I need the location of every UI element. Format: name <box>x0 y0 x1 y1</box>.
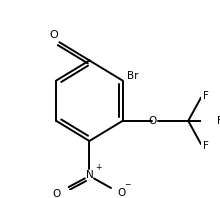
Text: N: N <box>86 169 93 180</box>
Text: Br: Br <box>127 71 139 81</box>
Text: F: F <box>203 141 209 151</box>
Text: +: + <box>95 163 101 172</box>
Text: −: − <box>124 180 130 189</box>
Text: O: O <box>52 189 61 198</box>
Text: F: F <box>203 91 209 101</box>
Text: O: O <box>148 116 157 126</box>
Text: O: O <box>50 30 58 40</box>
Text: O: O <box>117 188 126 198</box>
Text: F: F <box>216 116 220 126</box>
